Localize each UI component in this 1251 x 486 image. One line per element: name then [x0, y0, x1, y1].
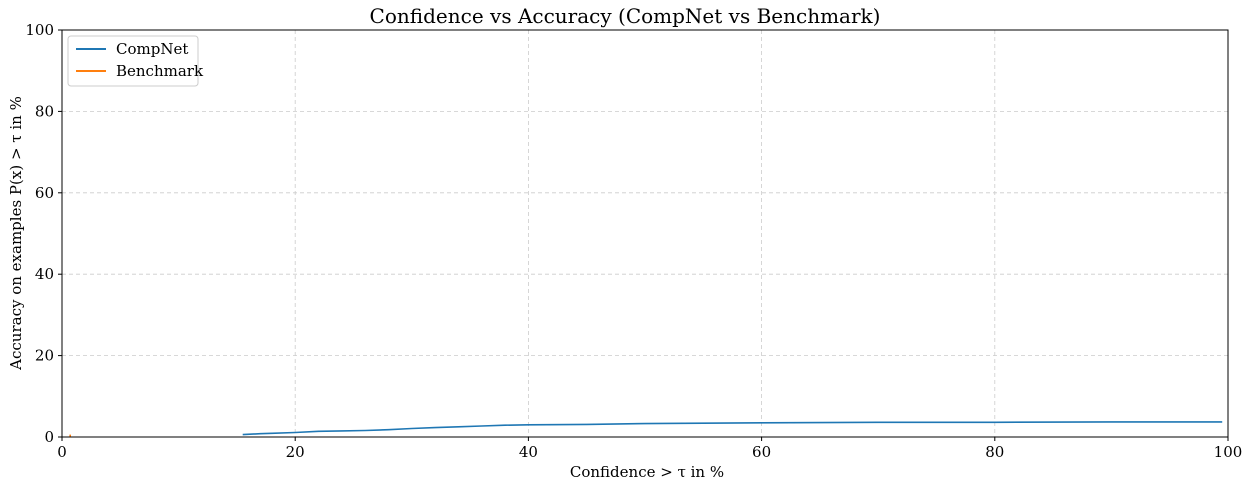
series-layer [69, 421, 1223, 437]
x-tick-label: 20 [286, 443, 305, 461]
x-tick-label: 0 [57, 443, 67, 461]
series-line-compnet [242, 421, 1223, 436]
y-tick-label: 40 [35, 265, 54, 283]
grid-layer [62, 30, 1228, 437]
x-tick-label: 60 [752, 443, 771, 461]
chart-title: Confidence vs Accuracy (CompNet vs Bench… [370, 4, 881, 28]
legend: CompNet Benchmark [67, 35, 204, 87]
x-tick-label: 100 [1214, 443, 1243, 461]
x-tick-label: 80 [985, 443, 1004, 461]
y-tick-label: 100 [25, 21, 54, 39]
y-axis-label: Accuracy on examples P(x) > τ in % [7, 96, 25, 371]
plot-frame [61, 29, 1229, 438]
y-tick-label: 60 [35, 184, 54, 202]
y-tick-label: 0 [44, 428, 54, 446]
axes-layer: 0 20 40 60 80 100 0 20 40 60 80 100 [25, 21, 1242, 461]
y-tick-label: 80 [35, 102, 54, 120]
y-tick-label: 20 [35, 347, 54, 365]
x-axis-label: Confidence > τ in % [570, 463, 724, 481]
legend-label-benchmark: Benchmark [116, 62, 204, 80]
x-tick-label: 40 [519, 443, 538, 461]
legend-label-compnet: CompNet [116, 40, 188, 58]
